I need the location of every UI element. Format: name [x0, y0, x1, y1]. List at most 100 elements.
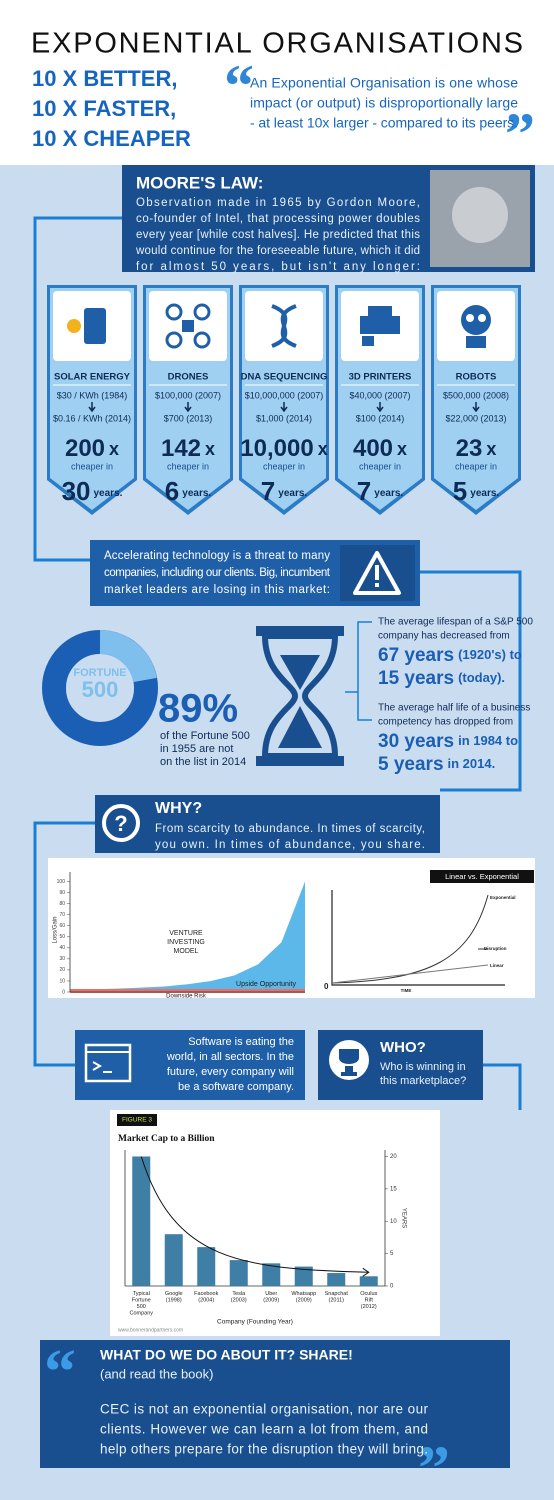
- text-line: market leaders are losing in this market…: [104, 584, 330, 596]
- factor-value: 142: [161, 435, 201, 462]
- card-title: SOLAR ENERGY: [54, 372, 131, 383]
- text-line: competency has dropped from: [378, 717, 513, 728]
- quote-mark: ”: [505, 101, 535, 167]
- factor: 200 x: [65, 435, 119, 462]
- arrow: [88, 402, 96, 413]
- stat-small: in 2014.: [448, 756, 496, 771]
- bar: [164, 1234, 183, 1286]
- stat: 15 years (today).: [378, 668, 505, 689]
- icon: [193, 303, 211, 321]
- header-bg: [0, 0, 554, 165]
- text-line: this marketplace?: [380, 1075, 466, 1087]
- x-tick-label: Snapchat (2011): [325, 1291, 349, 1304]
- text-line: company has decreased from: [378, 631, 510, 642]
- trend-arrow: [362, 1267, 370, 1277]
- icon: [271, 304, 297, 348]
- years-label: years.: [470, 488, 499, 499]
- tagline: 10 X CHEAPER: [32, 126, 191, 151]
- stat: 30 years in 1984 to: [378, 731, 518, 752]
- card-title: ROBOTS: [456, 372, 497, 383]
- badge: FORTUNE: [73, 667, 126, 679]
- icon: [165, 331, 183, 349]
- title: EXPONENTIAL ORGANISATIONS: [31, 28, 523, 60]
- figure-label: FIGURE 3: [122, 1117, 152, 1124]
- years: 6 years.: [165, 476, 212, 506]
- annotation: VENTURE: [169, 930, 203, 937]
- text-line: CEC is not an exponential organisation, …: [100, 1402, 429, 1417]
- years: 30 years.: [62, 476, 123, 506]
- diagram-label: Disruption: [484, 946, 507, 951]
- factor-unit: x: [318, 439, 328, 459]
- y-tick-label: 0: [62, 989, 65, 995]
- diagram-title: Linear vs. Exponential: [445, 872, 519, 881]
- years: 5 years.: [453, 476, 500, 506]
- source: www.bonnerandpartners.com: [118, 1327, 183, 1333]
- why-icon: [102, 804, 140, 842]
- years-label: years.: [374, 488, 403, 499]
- price-to: $22,000 (2013): [445, 413, 506, 423]
- trophy-icon: [339, 1049, 359, 1076]
- figure-tag: [117, 1114, 157, 1126]
- y-tick-label: 15: [390, 1186, 397, 1192]
- years-value: 5: [453, 476, 467, 506]
- annotation: INVESTING: [167, 939, 205, 946]
- text-line: The average lifespan of a S&P 500: [378, 617, 533, 628]
- bar: [327, 1273, 346, 1286]
- y-tick-label: 20: [390, 1154, 397, 1160]
- price-from: $100,000 (2007): [155, 390, 221, 400]
- icon: [368, 306, 392, 316]
- years-value: 6: [165, 476, 179, 506]
- stat-small: (1920's) to: [458, 647, 522, 662]
- icon: [84, 308, 106, 344]
- years: 7 years.: [357, 476, 404, 506]
- price-from: $40,000 (2007): [349, 390, 410, 400]
- x-tick-label: Facebook (2004): [194, 1291, 218, 1304]
- diagram-label: TIME: [401, 988, 412, 993]
- annotation: Upside Opportunity: [236, 981, 296, 988]
- x-tick-label: Typical Fortune 500 Company: [129, 1291, 153, 1317]
- stat: 67 years (1920's) to: [378, 645, 522, 666]
- bracket: [345, 621, 372, 721]
- icon: [466, 336, 486, 348]
- exp-curve: [331, 894, 489, 984]
- x-tick-label: Uber (2009): [263, 1291, 279, 1304]
- factor-unit: x: [486, 439, 496, 459]
- badge: 500: [82, 677, 119, 702]
- price-from: $500,000 (2008): [443, 390, 509, 400]
- subtitle: (and read the book): [100, 1366, 213, 1381]
- price-to: $1,000 (2014): [256, 413, 312, 423]
- diagram-title-bg: [430, 870, 534, 883]
- bar: [294, 1266, 313, 1286]
- y-label: YEARS: [400, 1208, 406, 1228]
- text-line: on the list in 2014: [160, 756, 246, 768]
- y-tick-label: 10: [59, 978, 65, 984]
- card-title: DRONES: [168, 372, 209, 383]
- x-tick-label: Tesla (2003): [231, 1291, 247, 1304]
- years-label: years.: [94, 488, 123, 499]
- quote-mark: “: [44, 1336, 76, 1407]
- text-line: impact (or output) is disproportionally …: [250, 95, 518, 111]
- price-to: $0.16 / KWh (2014): [53, 413, 131, 423]
- section-title: MOORE'S LAW:: [136, 173, 263, 192]
- bar: [132, 1156, 151, 1286]
- years-label: years.: [182, 488, 211, 499]
- bar: [197, 1247, 216, 1286]
- donut-segment: [99, 630, 157, 683]
- hourglass: [261, 633, 339, 759]
- section-title: WHO?: [380, 1039, 426, 1056]
- years-value: 7: [261, 476, 275, 506]
- warning-icon: [353, 551, 401, 595]
- terminal-icon: [86, 1051, 130, 1073]
- icon: [165, 303, 183, 321]
- section-title: WHAT DO WE DO ABOUT IT? SHARE!: [100, 1347, 353, 1363]
- stat-big: 5 years: [378, 754, 444, 775]
- price-from: $10,000,000 (2007): [245, 390, 324, 400]
- diagram-label: Exponential: [490, 895, 516, 900]
- y-tick-label: 40: [59, 945, 65, 951]
- cheaper-label: cheaper in: [359, 461, 401, 471]
- factor: 10,000 x: [240, 435, 327, 462]
- y-tick-label: 70: [59, 912, 65, 918]
- factor: 142 x: [161, 435, 215, 462]
- hourglass-sand: [278, 655, 322, 748]
